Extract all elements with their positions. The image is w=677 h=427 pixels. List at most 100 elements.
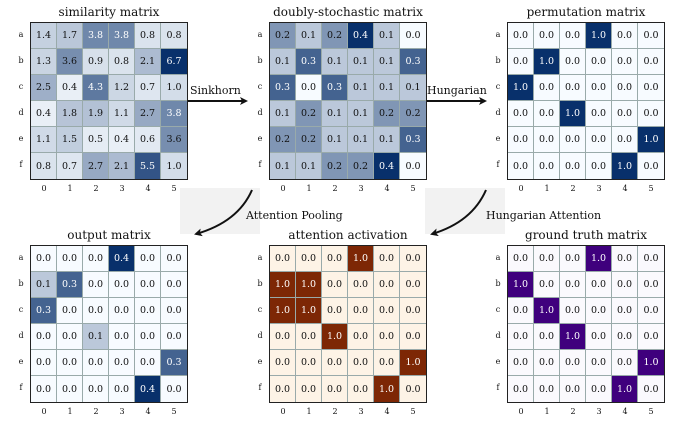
matrix-cell: 0.8 bbox=[109, 49, 135, 75]
matrix-cell: 1.0 bbox=[586, 23, 612, 49]
matrix-cell: 1.1 bbox=[109, 101, 135, 127]
matrix-cell: 0.0 bbox=[508, 376, 534, 402]
matrix-cell: 0.0 bbox=[560, 376, 586, 402]
matrix-cell: 0.9 bbox=[83, 49, 109, 75]
column-label: 0 bbox=[280, 407, 286, 416]
row-label: b bbox=[18, 279, 24, 288]
similarity-matrix-panel: similarity matrix 1.4 1.7 3.8 3.8 0.8 0.8 1.3 3.… bbox=[16, 5, 188, 202]
matrix-cell: 3.6 bbox=[161, 127, 187, 153]
matrix-cell: 0.0 bbox=[534, 324, 560, 350]
matrix-cell: 0.0 bbox=[638, 376, 664, 402]
row-label: b bbox=[257, 56, 263, 65]
matrix-cell: 0.1 bbox=[322, 101, 348, 127]
matrix-cell: 0.0 bbox=[638, 324, 664, 350]
row-label: e bbox=[257, 357, 263, 366]
matrix-cell: 0.0 bbox=[57, 376, 83, 402]
matrix-cell: 1.8 bbox=[57, 101, 83, 127]
matrix-cell: 0.0 bbox=[586, 127, 612, 153]
row-label: f bbox=[496, 160, 500, 169]
matrix-cell: 0.0 bbox=[638, 153, 664, 179]
matrix-cell: 2.7 bbox=[135, 101, 161, 127]
row-label: c bbox=[495, 82, 501, 91]
matrix-cell: 3.8 bbox=[161, 101, 187, 127]
matrix-cell: 0.2 bbox=[270, 127, 296, 153]
matrix-cell: 0.0 bbox=[612, 127, 638, 153]
matrix-cell: 1.0 bbox=[508, 272, 534, 298]
matrix-cell: 0.2 bbox=[296, 127, 322, 153]
matrix-cell: 0.0 bbox=[534, 75, 560, 101]
column-label: 0 bbox=[518, 407, 524, 416]
row-label: b bbox=[257, 279, 263, 288]
matrix-cell: 1.2 bbox=[109, 75, 135, 101]
matrix-cell: 0.0 bbox=[400, 324, 426, 350]
matrix-cell: 0.2 bbox=[296, 101, 322, 127]
column-label: 4 bbox=[384, 407, 390, 416]
matrix-cell: 0.0 bbox=[508, 246, 534, 272]
column-label: 3 bbox=[119, 407, 125, 416]
matrix-cell: 0.0 bbox=[560, 127, 586, 153]
column-label: 5 bbox=[648, 184, 654, 193]
matrix-cell: 0.0 bbox=[374, 246, 400, 272]
matrix-cell: 0.3 bbox=[57, 272, 83, 298]
matrix-cell: 0.0 bbox=[508, 23, 534, 49]
column-label: 5 bbox=[410, 184, 416, 193]
matrix-cell: 0.3 bbox=[161, 350, 187, 376]
matrix-cell: 0.0 bbox=[586, 75, 612, 101]
matrix-cell: 0.3 bbox=[322, 75, 348, 101]
matrix-cell: 1.9 bbox=[83, 101, 109, 127]
matrix-cell: 0.0 bbox=[560, 246, 586, 272]
matrix-cell: 0.0 bbox=[83, 246, 109, 272]
matrix-cell: 1.0 bbox=[638, 350, 664, 376]
matrix-cell: 0.1 bbox=[31, 272, 57, 298]
row-label: f bbox=[496, 383, 500, 392]
matrix-cell: 1.0 bbox=[296, 272, 322, 298]
row-label: d bbox=[18, 331, 24, 340]
matrix-cell: 1.0 bbox=[560, 101, 586, 127]
matrix-cell: 0.0 bbox=[374, 324, 400, 350]
matrix-cell: 0.2 bbox=[270, 23, 296, 49]
permutation-matrix-grid: 0.0 0.0 0.0 1.0 0.0 0.0 0.0 1.0 0.0 0.0 0.0 0.0 1.0 0… bbox=[507, 22, 665, 180]
matrix-cell: 0.0 bbox=[135, 350, 161, 376]
matrix-cell: 0.0 bbox=[31, 350, 57, 376]
matrix-cell: 0.5 bbox=[83, 127, 109, 153]
row-label: c bbox=[257, 305, 263, 314]
matrix-cell: 1.0 bbox=[612, 153, 638, 179]
ground-truth-matrix-title: ground truth matrix bbox=[525, 228, 647, 242]
matrix-cell: 0.0 bbox=[586, 101, 612, 127]
matrix-cell: 0.7 bbox=[135, 75, 161, 101]
matrix-cell: 0.3 bbox=[400, 49, 426, 75]
matrix-cell: 6.7 bbox=[161, 49, 187, 75]
matrix-cell: 0.0 bbox=[270, 350, 296, 376]
similarity-matrix-title: similarity matrix bbox=[58, 5, 160, 19]
matrix-cell: 0.0 bbox=[638, 272, 664, 298]
matrix-cell: 0.0 bbox=[534, 127, 560, 153]
matrix-cell: 0.0 bbox=[508, 153, 534, 179]
right-arrow-shade bbox=[425, 188, 505, 234]
matrix-cell: 0.0 bbox=[534, 350, 560, 376]
matrix-cell: 0.0 bbox=[57, 350, 83, 376]
left-arrow-shade bbox=[180, 188, 260, 234]
matrix-cell: 0.7 bbox=[57, 153, 83, 179]
matrix-cell: 0.0 bbox=[586, 153, 612, 179]
matrix-cell: 5.5 bbox=[135, 153, 161, 179]
matrix-cell: 0.0 bbox=[400, 376, 426, 402]
matrix-cell: 0.0 bbox=[400, 272, 426, 298]
ground-truth-matrix-panel: ground truth matrix 0.0 0.0 0.0 1.0 0.0 0.0 1.0… bbox=[493, 228, 665, 425]
matrix-cell: 0.1 bbox=[374, 49, 400, 75]
row-label: f bbox=[258, 160, 262, 169]
matrix-cell: 1.0 bbox=[612, 376, 638, 402]
matrix-cell: 0.0 bbox=[612, 324, 638, 350]
doubly-stochastic-matrix-grid: 0.2 0.1 0.2 0.4 0.1 0.0 0.1 0.3 0.1 0.1 0.1 0.3 0.3 0… bbox=[269, 22, 427, 180]
permutation-matrix-title: permutation matrix bbox=[526, 5, 646, 19]
doubly-stochastic-matrix-panel: doubly-stochastic matrix 0.2 0.1 0.2 0.4 0.1 0… bbox=[255, 5, 427, 202]
row-label: b bbox=[495, 56, 501, 65]
output-matrix-grid: 0.0 0.0 0.0 0.4 0.0 0.0 0.1 0.3 0.0 0.0 0.0 0.0 0.3 0… bbox=[30, 245, 188, 403]
matrix-cell: 0.0 bbox=[348, 298, 374, 324]
column-label: 2 bbox=[93, 184, 99, 193]
matrix-cell: 0.0 bbox=[83, 350, 109, 376]
attention-activation-matrix-grid: 0.0 0.0 0.0 1.0 0.0 0.0 1.0 1.0 0.0 0.0 0.0 0.0 1.0 1… bbox=[269, 245, 427, 403]
matrix-cell: 0.3 bbox=[296, 49, 322, 75]
matrix-cell: 0.8 bbox=[31, 153, 57, 179]
matrix-cell: 0.0 bbox=[374, 350, 400, 376]
